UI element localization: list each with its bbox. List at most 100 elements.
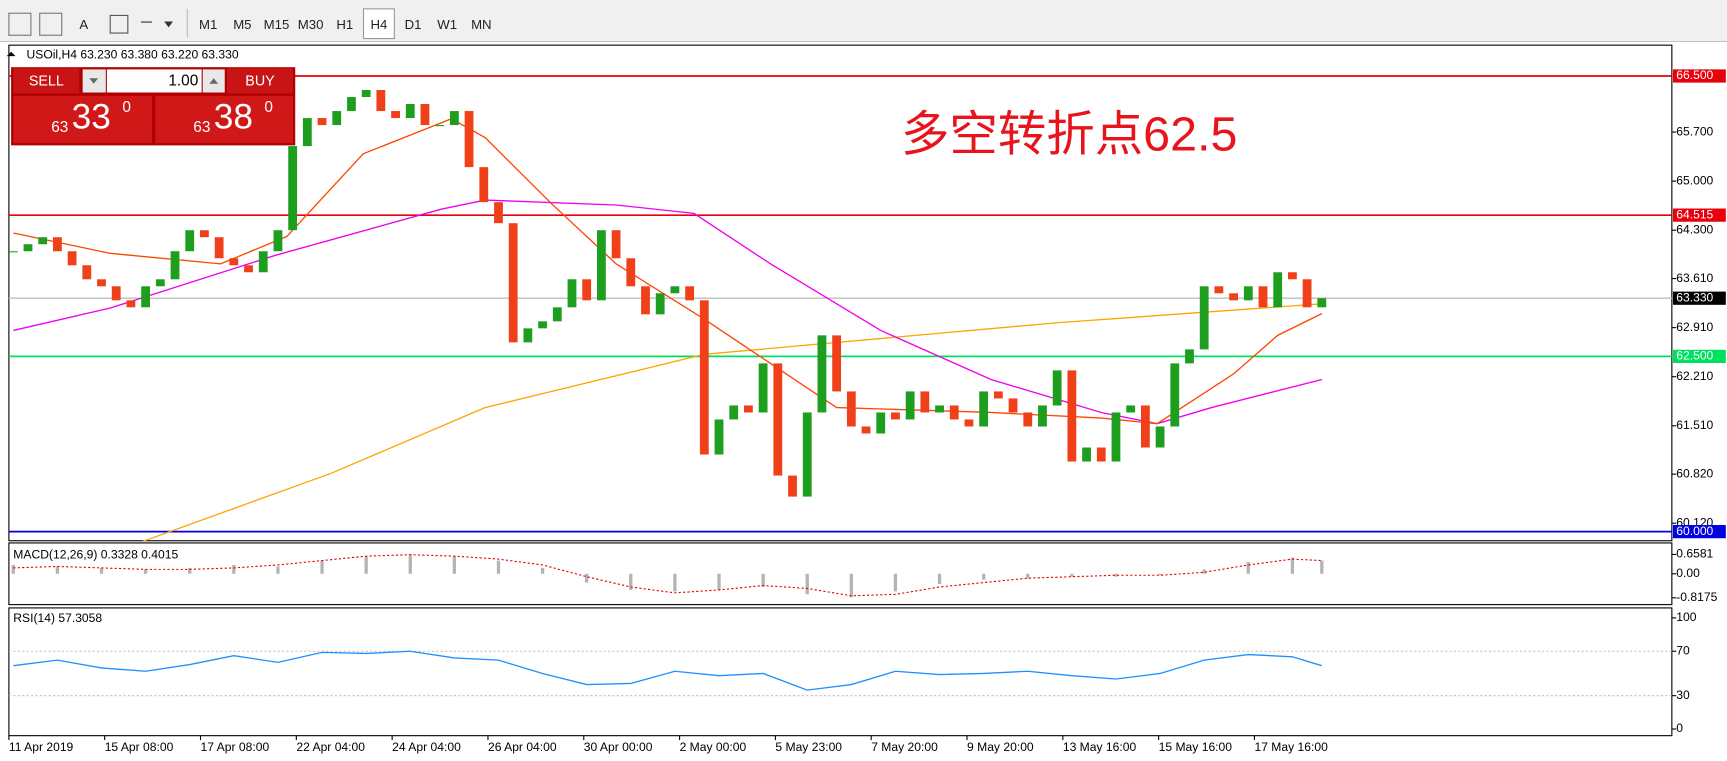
timeframe-button[interactable]: H1 (336, 17, 353, 32)
candle (420, 104, 430, 126)
candle (1214, 286, 1224, 294)
y-tick-label: 70 (1676, 643, 1690, 657)
rsi-line (13, 650, 1322, 691)
candle (8, 251, 18, 253)
timeframe-button[interactable]: M15 (264, 17, 290, 32)
level-label: 64.515 (1676, 207, 1713, 221)
y-tick-label: 100 (1676, 610, 1696, 624)
bid-pips: 33 (72, 97, 111, 136)
candle (494, 202, 503, 224)
candle (347, 97, 356, 112)
candle (949, 405, 959, 420)
ask-big: 63 (193, 119, 210, 136)
candle (891, 412, 900, 420)
toolbar (0, 0, 1727, 42)
candle (920, 391, 930, 413)
sell-label[interactable]: SELL (29, 73, 64, 89)
candle (185, 230, 195, 252)
candle (1082, 447, 1091, 462)
candle (817, 335, 827, 413)
macd-signal (13, 554, 1322, 597)
x-tick-label: 15 Apr 08:00 (105, 740, 174, 754)
candle (523, 328, 533, 343)
x-tick-label: 7 May 20:00 (871, 740, 938, 754)
lot-up-arrow (209, 78, 219, 84)
y-tick-label: -0.8175 (1676, 590, 1717, 604)
candle (273, 230, 283, 252)
candle (729, 405, 739, 420)
y-tick-label: 64.300 (1676, 222, 1713, 236)
candle (82, 265, 92, 280)
candle (449, 111, 459, 126)
tool-icon[interactable] (8, 12, 32, 36)
timeframe-button[interactable]: M1 (199, 17, 217, 32)
candle (626, 258, 636, 287)
candle (714, 419, 724, 455)
level-label-box (1672, 208, 1726, 222)
tool-icon[interactable] (141, 21, 173, 28)
candle (861, 426, 871, 434)
candle (1302, 279, 1312, 308)
timeframe-active[interactable] (362, 8, 395, 40)
candle (1170, 363, 1180, 427)
candle (846, 391, 856, 427)
y-tick-label: 63.610 (1676, 271, 1713, 285)
timeframe-button[interactable]: W1 (437, 17, 457, 32)
candle (1096, 447, 1106, 462)
timeframe-button[interactable]: M30 (298, 17, 324, 32)
candle (552, 307, 562, 322)
timeframe-button[interactable]: D1 (405, 17, 422, 32)
x-tick-label: 30 Apr 00:00 (584, 740, 653, 754)
candle (832, 335, 842, 392)
candle (38, 237, 48, 245)
candle (52, 237, 62, 252)
candle (23, 244, 33, 252)
x-tick-label: 15 May 16:00 (1159, 740, 1233, 754)
candle (302, 118, 312, 147)
main-panel (8, 44, 1673, 542)
bid-box[interactable] (13, 95, 153, 144)
candle (758, 363, 768, 413)
buy-button[interactable] (226, 68, 294, 94)
candle (244, 265, 253, 273)
candle (1111, 412, 1121, 462)
candle (1038, 405, 1047, 427)
lot-value[interactable]: 1.00 (168, 73, 198, 90)
candle (611, 230, 621, 259)
candle (1317, 298, 1327, 308)
ask-box[interactable] (155, 95, 294, 144)
x-tick-label: 17 May 16:00 (1254, 740, 1328, 754)
text-tool[interactable]: A (79, 17, 88, 32)
candle (1067, 370, 1077, 462)
candle (1273, 272, 1283, 308)
candle (214, 237, 224, 259)
candle (935, 405, 944, 413)
timeframe-button[interactable]: H4 (370, 17, 387, 32)
candle (788, 475, 797, 497)
level-label: 62.500 (1676, 349, 1713, 363)
x-tick-label: 17 Apr 08:00 (201, 740, 270, 754)
lot-down-arrow (89, 78, 99, 84)
candle (435, 125, 445, 127)
candle (376, 90, 386, 112)
trade-panel: SELL 1.00 BUY 63 33 0 63 38 0 (11, 67, 296, 146)
buy-label[interactable]: BUY (245, 73, 275, 89)
candle (361, 90, 371, 98)
timeframe-button[interactable]: MN (471, 17, 492, 32)
candle (317, 118, 327, 126)
annotation: 多空转折点62.5 (901, 107, 1237, 161)
bid-fraction: 0 (122, 99, 131, 116)
timeframe-button[interactable]: M5 (233, 17, 251, 32)
level-label-box (1672, 291, 1726, 305)
tool-icon[interactable] (109, 14, 129, 34)
sell-button[interactable] (13, 68, 80, 94)
macd-title: MACD(12,26,9) 0.3328 0.4015 (13, 547, 178, 561)
candle (1023, 412, 1033, 427)
lot-field[interactable] (106, 69, 202, 93)
candle (155, 279, 165, 287)
tool-icon[interactable] (39, 12, 63, 36)
ask-pips: 38 (214, 97, 253, 136)
x-tick-label: 11 Apr 2019 (9, 740, 74, 754)
